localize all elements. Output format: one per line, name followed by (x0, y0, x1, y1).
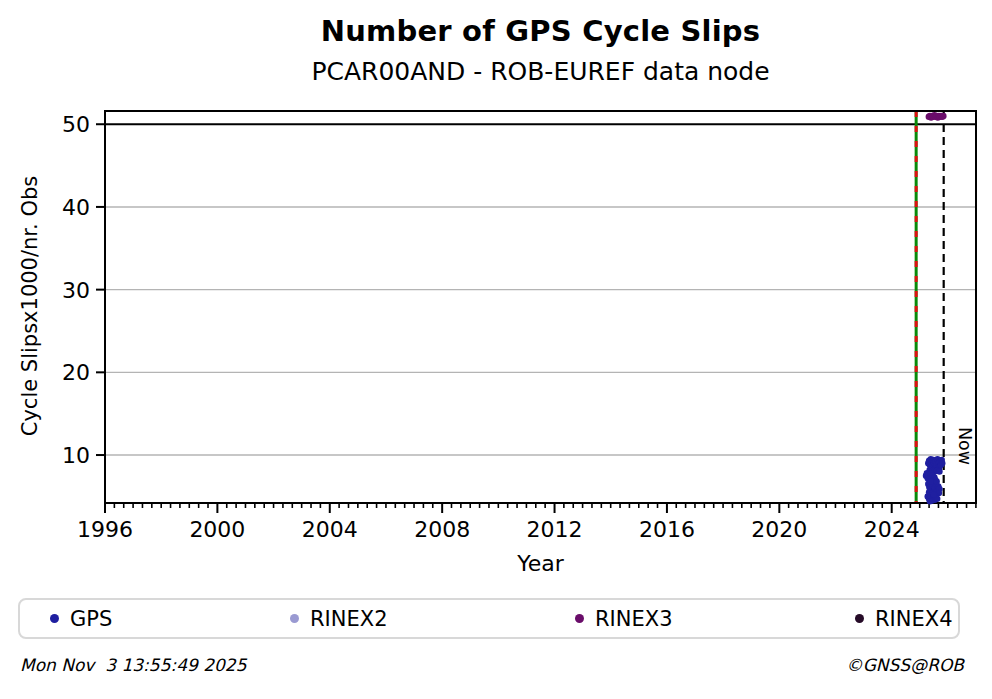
legend-item-rinex3: RINEX3 (575, 607, 673, 631)
gps-marker-icon (50, 614, 59, 623)
svg-text:2016: 2016 (639, 517, 695, 542)
legend-label-rinex4: RINEX4 (875, 607, 953, 631)
legend-label-gps: GPS (70, 607, 112, 631)
svg-text:2012: 2012 (527, 517, 583, 542)
rinex4-marker-icon (855, 614, 864, 623)
svg-text:40: 40 (62, 195, 90, 220)
svg-text:10: 10 (62, 443, 90, 468)
svg-text:2024: 2024 (864, 517, 920, 542)
svg-text:50: 50 (62, 112, 90, 137)
svg-text:2004: 2004 (302, 517, 358, 542)
svg-text:2020: 2020 (751, 517, 807, 542)
svg-text:20: 20 (62, 360, 90, 385)
svg-text:1996: 1996 (77, 517, 133, 542)
y-gridlines (105, 207, 976, 455)
rinex2-marker-icon (290, 614, 299, 623)
x-axis-ticks: 1996 2000 2004 2008 2012 2016 2020 2024 (77, 503, 976, 542)
legend-label-rinex2: RINEX2 (310, 607, 388, 631)
legend-box: GPS RINEX2 RINEX3 RINEX4 (18, 598, 960, 639)
gps-series (923, 456, 946, 505)
rinex3-series (926, 112, 947, 121)
plot-frame (105, 111, 976, 503)
y-axis-ticks: 10 20 30 40 50 (62, 112, 105, 468)
legend-label-rinex3: RINEX3 (595, 607, 673, 631)
legend-item-rinex4: RINEX4 (855, 607, 953, 631)
copyright-label: ©GNSS@ROB (846, 655, 964, 675)
now-annotation: Now (955, 427, 975, 465)
plot-timestamp: Mon Nov 3 13:55:49 2025 (20, 655, 246, 675)
svg-text:2008: 2008 (414, 517, 470, 542)
rinex3-marker-icon (575, 614, 584, 623)
gps-cycle-slips-chart-page: Number of GPS Cycle Slips PCAR00AND - RO… (0, 0, 992, 699)
x-axis-label: Year (105, 551, 976, 576)
svg-text:2000: 2000 (189, 517, 245, 542)
legend-item-rinex2: RINEX2 (290, 607, 388, 631)
legend-item-gps: GPS (50, 607, 112, 631)
plot-area: 1996 2000 2004 2008 2012 2016 2020 2024 10 20 30 40… (0, 0, 992, 592)
svg-text:30: 30 (62, 278, 90, 303)
